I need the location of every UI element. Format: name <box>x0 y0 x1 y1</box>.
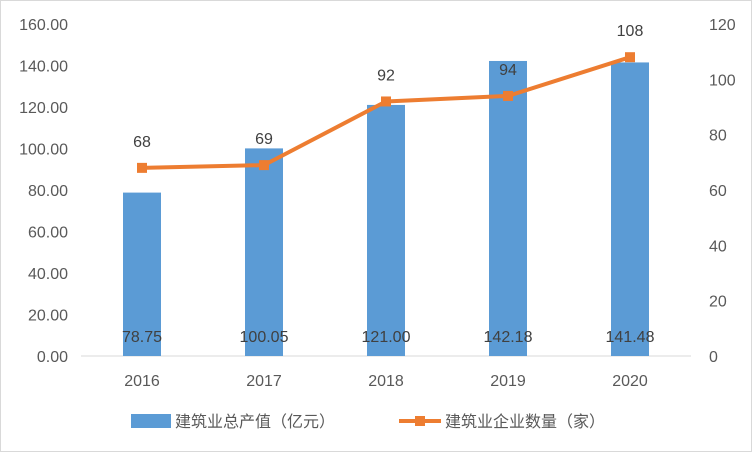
y-left-tick-label: 20.00 <box>28 308 68 325</box>
y-right-tick-label: 100 <box>709 72 736 89</box>
legend-swatch-bar <box>131 414 171 428</box>
left-axis: 0.00 20.00 40.00 60.00 80.00 100.00 120.00 140.… <box>19 17 68 366</box>
right-axis: 0 20 40 60 80 100 120 <box>709 17 736 366</box>
y-left-tick-label: 100.00 <box>19 142 68 159</box>
y-left-tick-label: 40.00 <box>28 266 68 283</box>
y-left-tick-label: 140.00 <box>19 59 68 76</box>
line-marker <box>381 96 391 107</box>
bar <box>245 148 283 356</box>
bar <box>489 60 527 356</box>
x-tick-label: 2020 <box>612 373 648 390</box>
bar <box>123 192 161 356</box>
y-left-tick-label: 60.00 <box>28 225 68 242</box>
y-left-tick-label: 160.00 <box>19 17 68 34</box>
y-left-tick-label: 80.00 <box>28 183 68 200</box>
y-right-tick-label: 120 <box>709 17 736 34</box>
x-tick-label: 2019 <box>490 373 526 390</box>
line-marker <box>625 52 635 63</box>
line-data-label: 108 <box>617 23 644 40</box>
bar-series <box>123 60 649 356</box>
x-tick-label: 2018 <box>368 373 404 390</box>
line-data-label: 92 <box>377 67 395 84</box>
bar-data-label: 100.05 <box>240 329 289 346</box>
bar-data-label: 121.00 <box>362 329 411 346</box>
bar <box>367 104 405 356</box>
x-axis: 2016 2017 2018 2019 2020 <box>81 355 691 390</box>
y-left-tick-label: 0.00 <box>37 349 68 366</box>
x-tick-label: 2016 <box>124 373 160 390</box>
y-right-tick-label: 80 <box>709 128 727 145</box>
line-data-label: 94 <box>499 62 517 79</box>
line-data-label: 69 <box>255 131 273 148</box>
bar-data-label: 142.18 <box>484 329 533 346</box>
y-right-tick-label: 60 <box>709 183 727 200</box>
line-series <box>137 52 635 173</box>
legend-label-bar: 建筑业总产值（亿元） <box>175 412 335 431</box>
legend-swatch-marker <box>415 416 425 426</box>
y-right-tick-label: 40 <box>709 238 727 255</box>
bar-data-label: 78.75 <box>122 329 162 346</box>
data-labels: 78.75 100.05 121.00 142.18 141.48 68 69 92 94 108 <box>122 23 655 346</box>
x-tick-label: 2017 <box>246 373 282 390</box>
bar-data-label: 141.48 <box>606 329 655 346</box>
line-marker <box>137 162 147 173</box>
bar <box>611 62 649 356</box>
line-marker <box>503 90 513 101</box>
y-left-tick-label: 120.00 <box>19 100 68 117</box>
legend: 建筑业总产值（亿元） 建筑业企业数量（家） <box>131 412 605 431</box>
y-right-tick-label: 20 <box>709 294 727 311</box>
line-data-label: 68 <box>133 134 151 151</box>
line-marker <box>259 160 269 171</box>
legend-label-line: 建筑业企业数量（家） <box>445 412 605 431</box>
y-right-tick-label: 0 <box>709 349 718 366</box>
